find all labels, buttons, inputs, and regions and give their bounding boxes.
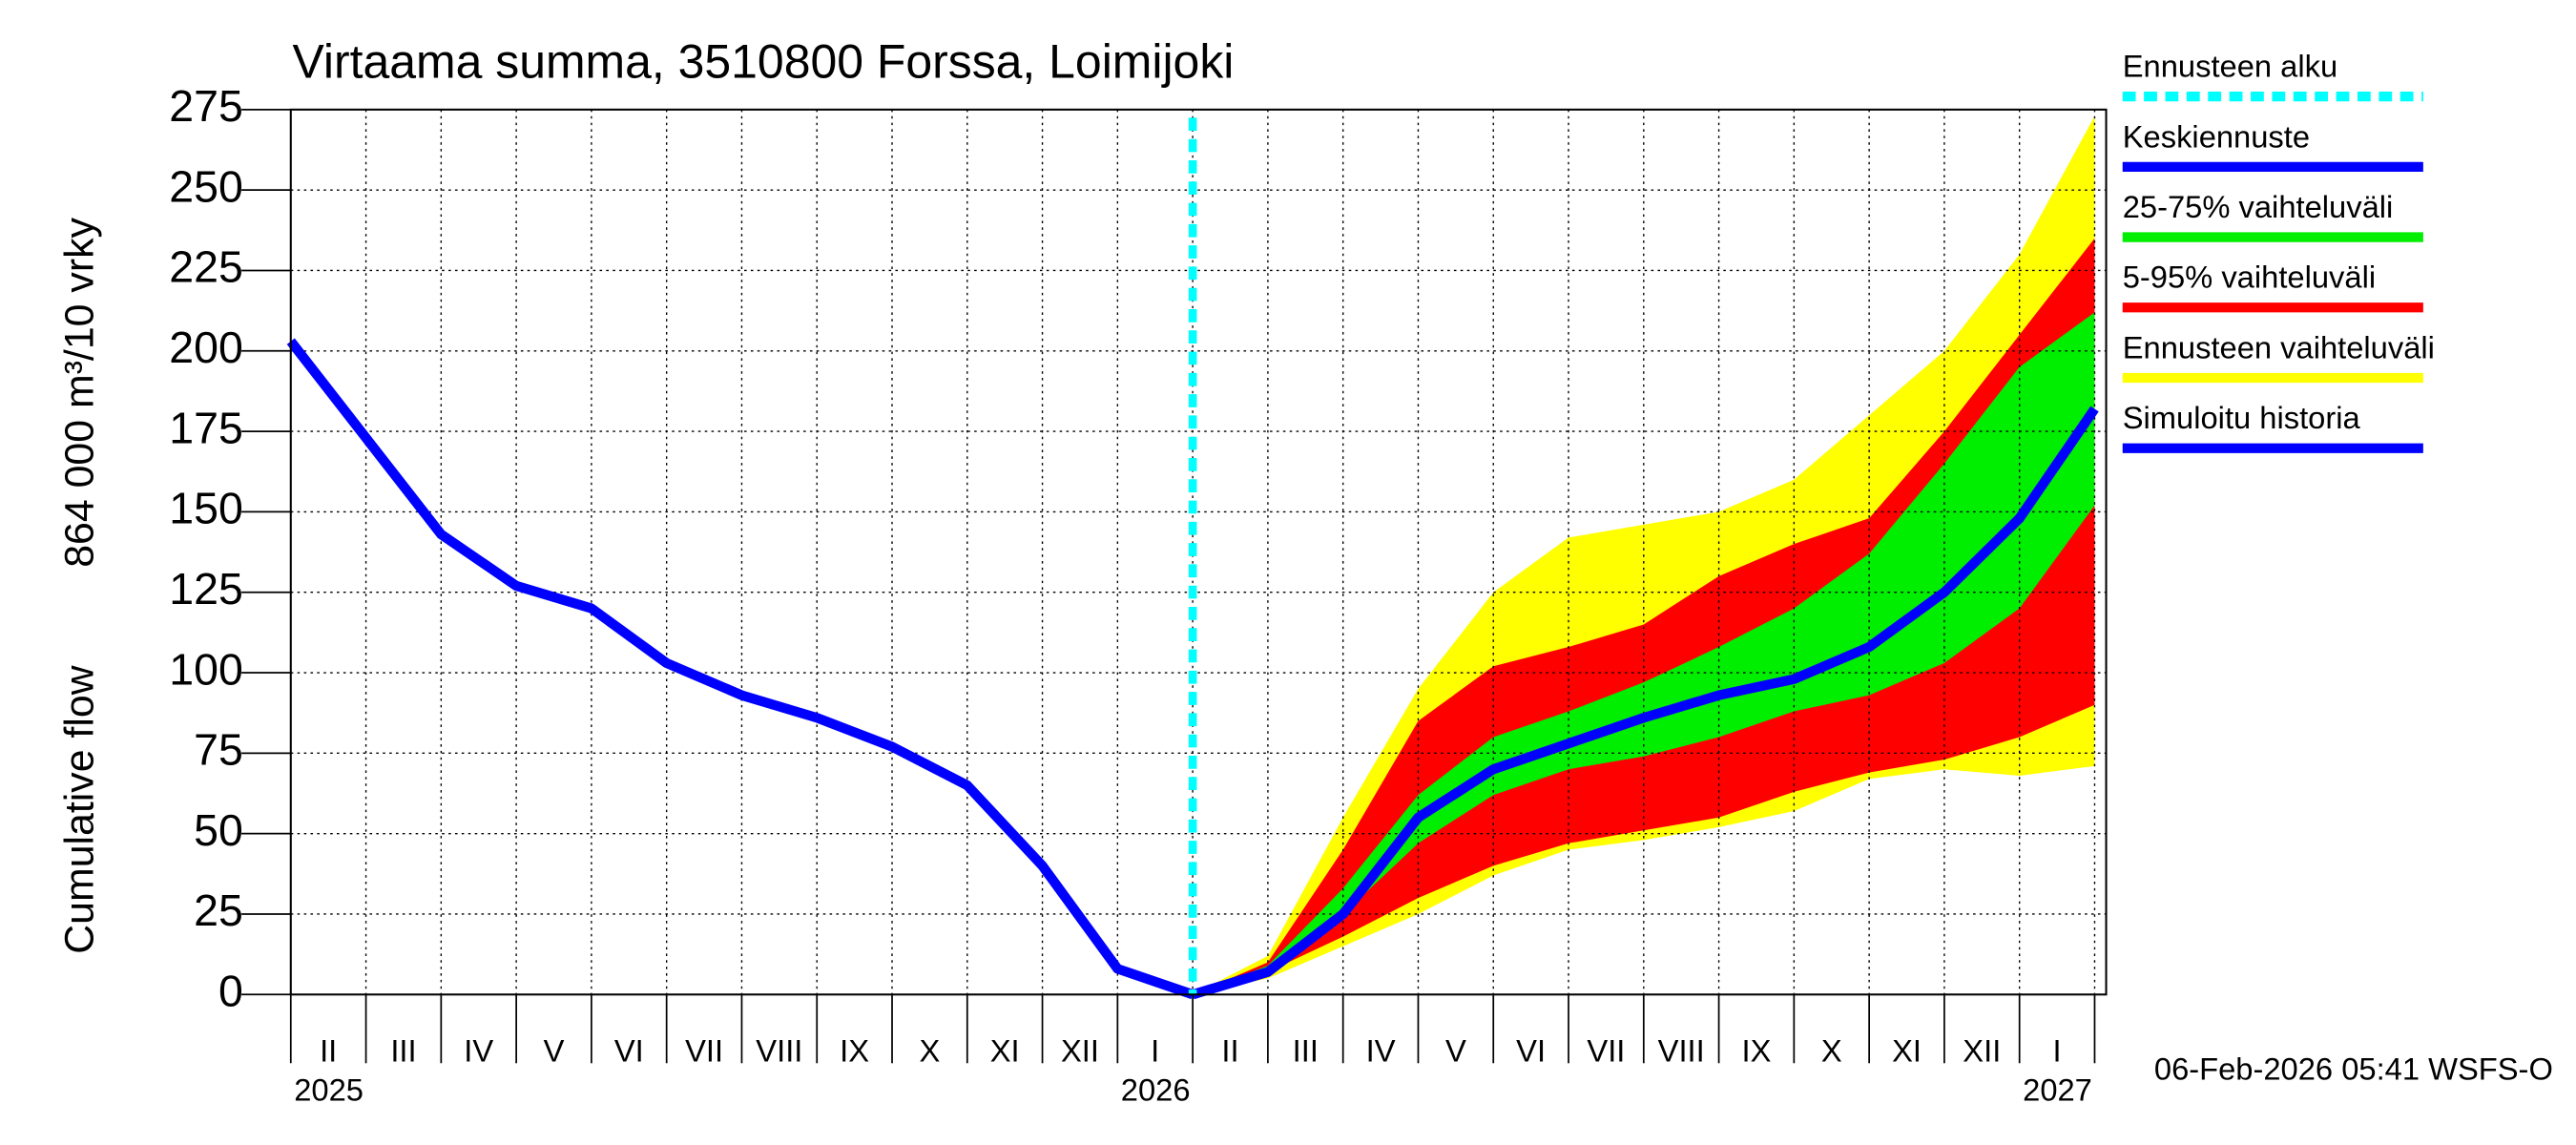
month-label: IX [840,1033,869,1069]
month-label: VI [1516,1033,1546,1069]
legend-label: Keskiennuste [2123,118,2310,154]
month-label: VII [1587,1033,1625,1069]
y-tick-label: 200 [169,323,243,372]
month-label: XII [1061,1033,1099,1069]
month-label: XII [1963,1033,2001,1069]
year-label: 2025 [294,1072,364,1108]
y-tick-label: 250 [169,161,243,211]
month-label: IX [1742,1033,1772,1069]
month-label: II [320,1033,337,1069]
legend-label: 25-75% vaihteluväli [2123,189,2394,224]
month-label: III [390,1033,416,1069]
y-tick-label: 175 [169,403,243,452]
month-label: VIII [756,1033,802,1069]
footer: 06-Feb-2026 05:41 WSFS-O [2154,1051,2553,1087]
plot-frame [289,108,2108,996]
series-line [286,338,1195,1000]
series-line [1191,406,2099,1000]
month-label: XI [1892,1033,1922,1069]
month-label: X [919,1033,940,1069]
lines [286,117,2099,1000]
month-label: IV [1366,1033,1396,1069]
month-label: V [1445,1033,1466,1069]
y-tick-label: 25 [194,885,243,935]
month-label: V [544,1033,565,1069]
month-label: VIII [1658,1033,1705,1069]
y-tick-label: 50 [194,805,243,855]
year-label: 2026 [1121,1072,1191,1108]
legend-label: Ennusteen vaihteluväli [2123,330,2435,365]
month-label: I [2053,1033,2062,1069]
month-label: II [1221,1033,1238,1069]
y-tick-label: 150 [169,484,243,533]
legend-label: 5-95% vaihteluväli [2123,260,2376,295]
year-label: 2027 [2023,1072,2092,1108]
y-tick-label: 75 [194,725,243,775]
month-label: XI [990,1033,1020,1069]
legend-label: Simuloitu historia [2123,400,2361,435]
y-axis-label: Cumulative flow [56,664,102,953]
y-tick-label: 275 [169,81,243,131]
chart-title: Virtaama summa, 3510800 Forssa, Loimijok… [293,35,1235,89]
grid [241,109,2107,1064]
month-label: VII [685,1033,723,1069]
y-tick-label: 100 [169,644,243,694]
month-label: III [1293,1033,1319,1069]
y-axis-label: 864 000 m³/10 vrky [56,218,102,568]
legend-label: Ennusteen alku [2123,49,2337,84]
month-label: X [1821,1033,1842,1069]
month-label: IV [464,1033,493,1069]
month-label: VI [614,1033,644,1069]
y-tick-label: 125 [169,564,243,614]
y-tick-label: 0 [218,967,243,1016]
month-label: I [1151,1033,1159,1069]
y-tick-label: 225 [169,242,243,292]
